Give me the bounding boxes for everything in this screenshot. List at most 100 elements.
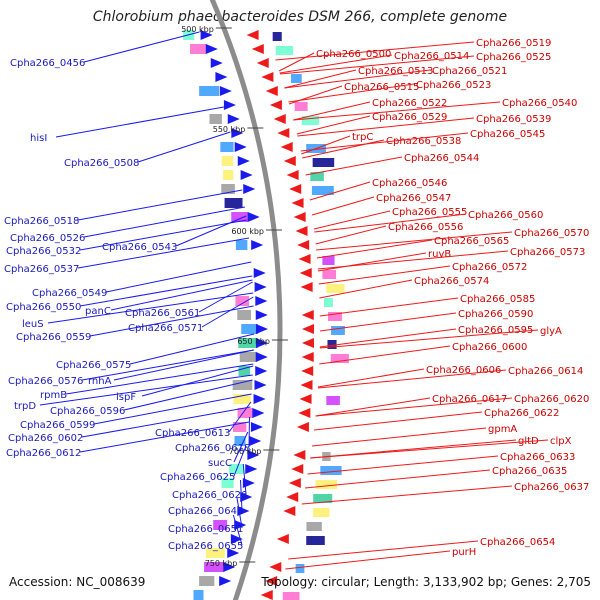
scale-label: 600 kbp bbox=[231, 227, 264, 236]
feature-block bbox=[295, 564, 305, 573]
forward-leader-line bbox=[83, 206, 246, 238]
feature-block bbox=[326, 284, 345, 293]
reverse-gene-label: Cpha266_0635 bbox=[492, 466, 567, 477]
feature-block bbox=[310, 172, 324, 181]
feature-block bbox=[199, 86, 220, 96]
reverse-gene-arrow bbox=[299, 268, 312, 278]
reverse-leader-line bbox=[311, 196, 375, 216]
reverse-gene-label: Cpha266_0622 bbox=[484, 408, 559, 419]
reverse-gene-arrow bbox=[288, 478, 301, 488]
forward-gene-label: Cpha266_0456 bbox=[10, 58, 85, 69]
forward-gene-label: Cpha266_0625 bbox=[160, 472, 235, 483]
forward-gene-arrow bbox=[227, 548, 240, 558]
reverse-gene-arrow bbox=[269, 100, 282, 110]
forward-leader-line bbox=[77, 237, 250, 269]
forward-gene-arrow bbox=[247, 212, 260, 222]
feature-block bbox=[221, 184, 235, 194]
reverse-gene-arrow bbox=[276, 534, 289, 544]
reverse-gene-label: Cpha266_0539 bbox=[476, 114, 551, 125]
forward-gene-label: Cpha266_0571 bbox=[128, 323, 203, 334]
forward-gene-arrow bbox=[251, 240, 264, 250]
reverse-gene-arrow bbox=[286, 492, 299, 502]
reverse-gene-label: Cpha266_0525 bbox=[476, 52, 551, 63]
reverse-gene-label: Cpha266_0515 bbox=[344, 82, 419, 93]
forward-gene-arrow bbox=[255, 338, 268, 348]
forward-leader-line bbox=[105, 261, 252, 293]
forward-leader-line bbox=[81, 406, 251, 438]
forward-leader-line bbox=[110, 279, 253, 311]
reverse-leader-line bbox=[309, 181, 371, 201]
reverse-leader-line bbox=[301, 485, 513, 505]
forward-leader-line bbox=[175, 215, 247, 247]
genome-summary-text: Topology: circular; Length: 3,133,902 bp… bbox=[261, 575, 591, 589]
feature-block bbox=[315, 480, 338, 489]
reverse-gene-label: Cpha266_0585 bbox=[460, 294, 535, 305]
reverse-gene-arrow bbox=[256, 58, 269, 68]
forward-gene-arrow bbox=[253, 394, 266, 404]
reverse-gene-arrow bbox=[265, 86, 278, 96]
forward-gene-arrow bbox=[242, 478, 255, 488]
reverse-gene-arrow bbox=[297, 240, 310, 250]
forward-leader-line bbox=[233, 445, 247, 477]
reverse-gene-arrow bbox=[251, 44, 264, 54]
forward-gene-arrow bbox=[254, 282, 267, 292]
feature-block bbox=[331, 326, 345, 335]
reverse-leader-line bbox=[316, 239, 433, 259]
feature-block bbox=[213, 520, 228, 530]
reverse-gene-label: Cpha266_0573 bbox=[510, 247, 585, 258]
reverse-gene-arrow bbox=[301, 366, 314, 376]
reverse-gene-arrow bbox=[301, 310, 314, 320]
forward-gene-label: Cpha266_0576 bbox=[8, 376, 83, 387]
reverse-gene-label: Cpha266_0546 bbox=[372, 178, 447, 189]
reverse-leader-line bbox=[302, 139, 385, 159]
forward-gene-arrow bbox=[231, 128, 244, 138]
feature-block bbox=[190, 44, 207, 54]
reverse-gene-label: Cpha266_0565 bbox=[434, 236, 509, 247]
feature-block bbox=[233, 394, 251, 404]
reverse-gene-label: Cpha266_0500 bbox=[316, 49, 391, 60]
reverse-gene-arrow bbox=[291, 464, 304, 474]
feature-block bbox=[193, 590, 204, 600]
reverse-gene-arrow bbox=[293, 450, 306, 460]
forward-gene-arrow bbox=[249, 436, 262, 446]
reverse-leader-line bbox=[300, 132, 469, 152]
reverse-gene-label: Cpha266_0555 bbox=[392, 207, 467, 218]
reverse-leader-line bbox=[313, 210, 391, 230]
reverse-gene-arrow bbox=[283, 156, 296, 166]
feature-block bbox=[235, 240, 248, 250]
forward-gene-arrow bbox=[255, 296, 268, 306]
forward-leader-line bbox=[93, 393, 252, 425]
feature-block bbox=[238, 366, 251, 376]
reverse-leader-line bbox=[275, 41, 475, 61]
reverse-gene-label: Cpha266_0614 bbox=[508, 366, 583, 377]
feature-block bbox=[233, 422, 247, 432]
reverse-leader-line bbox=[305, 156, 403, 176]
reverse-leader-line bbox=[288, 540, 479, 560]
forward-gene-arrow bbox=[252, 408, 265, 418]
reverse-leader-line bbox=[319, 329, 539, 349]
reverse-gene-label: Cpha266_0538 bbox=[386, 136, 461, 147]
forward-gene-label: Cpha266_0596 bbox=[50, 406, 125, 417]
reverse-leader-line bbox=[279, 54, 393, 74]
feature-block bbox=[330, 354, 349, 363]
forward-gene-arrow bbox=[240, 492, 253, 502]
feature-block bbox=[306, 536, 325, 545]
feature-block bbox=[327, 312, 342, 321]
reverse-leader-line bbox=[285, 550, 451, 570]
reverse-gene-label: Cpha266_0513 bbox=[358, 66, 433, 77]
reverse-gene-arrow bbox=[291, 198, 304, 208]
feature-block bbox=[232, 380, 253, 390]
forward-gene-label: Cpha266_0599 bbox=[20, 420, 95, 431]
feature-block bbox=[205, 548, 225, 558]
reverse-gene-label: Cpha266_0547 bbox=[376, 193, 451, 204]
reverse-leader-line bbox=[301, 135, 351, 155]
forward-gene-label: panC bbox=[85, 306, 111, 317]
feature-block bbox=[238, 338, 259, 348]
forward-leader-line bbox=[47, 292, 254, 324]
feature-block bbox=[237, 310, 252, 320]
feature-block bbox=[320, 466, 342, 475]
forward-leader-line bbox=[81, 349, 254, 381]
forward-gene-arrow bbox=[247, 450, 260, 460]
feature-block bbox=[239, 352, 258, 362]
